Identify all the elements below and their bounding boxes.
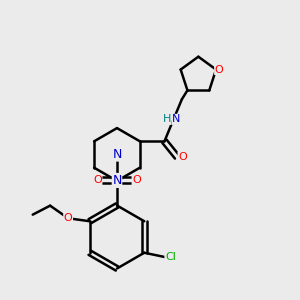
Text: O: O: [132, 175, 141, 185]
Text: N: N: [112, 148, 122, 161]
Text: H: H: [163, 114, 171, 124]
Text: O: O: [93, 175, 102, 185]
Text: O: O: [178, 152, 187, 162]
Text: Cl: Cl: [165, 252, 176, 262]
Text: S: S: [113, 173, 121, 187]
Text: N: N: [172, 114, 181, 124]
Text: N: N: [112, 174, 122, 188]
Text: O: O: [215, 64, 224, 75]
Text: O: O: [64, 213, 73, 223]
